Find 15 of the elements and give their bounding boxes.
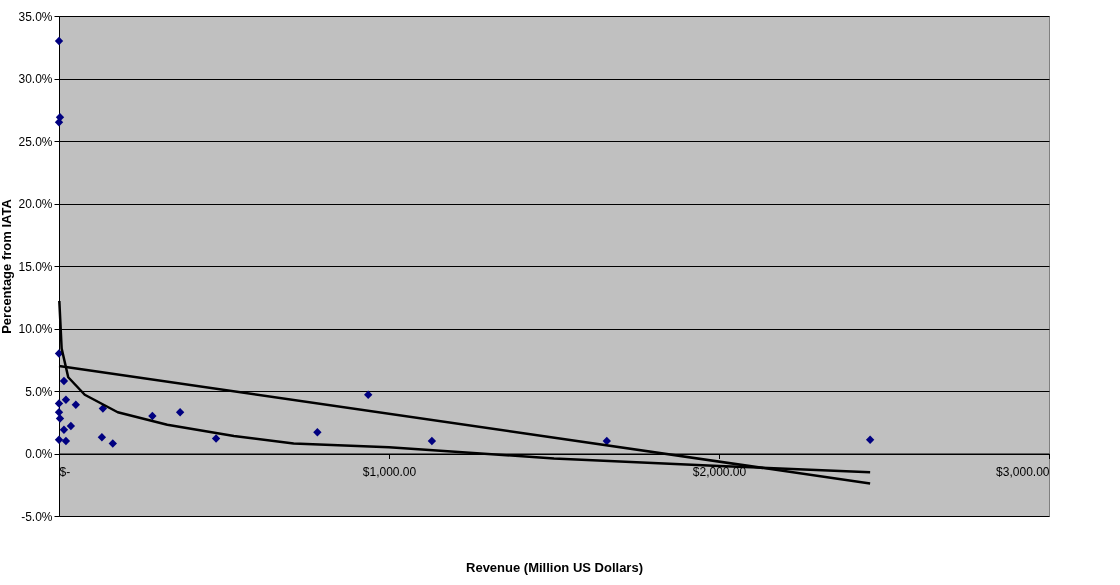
y-tick-label: 20.0% [18,197,53,211]
y-axis-title: Percentage from IATA [0,198,15,334]
y-tick-label: 25.0% [18,134,53,149]
x-tick-label: $3,000.00 [996,465,1050,479]
y-tick-label: 30.0% [18,72,53,86]
y-tick-label: 0.0% [25,447,53,461]
y-tick-label: 10.0% [18,322,53,336]
y-tick-label: -5.0% [21,509,53,524]
x-tick-label: $1,000.00 [362,465,417,479]
x-axis-title: Revenue (Million US Dollars) [466,559,643,575]
y-tick-label: 35.0% [18,9,53,24]
x-tick-label: $2,000.00 [692,465,747,479]
x-tick-label: $- [59,465,71,479]
y-tick-label: 5.0% [25,384,53,399]
y-tick-label: 15.0% [18,259,53,274]
